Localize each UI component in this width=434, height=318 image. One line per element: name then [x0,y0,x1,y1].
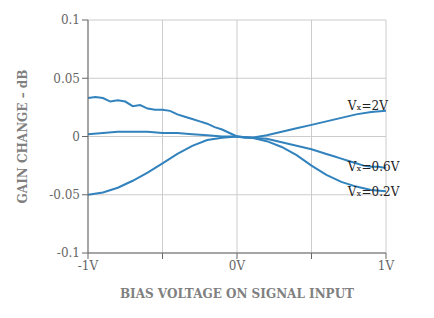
svg-text:-1V: -1V [78,259,99,273]
svg-text:GAIN CHANGE – dB: GAIN CHANGE – dB [16,70,30,204]
svg-text:0.1: 0.1 [61,13,80,27]
svg-text:Vₓ=0.6V: Vₓ=0.6V [347,160,400,174]
svg-text:Vₓ=2V: Vₓ=2V [347,99,388,113]
svg-text:-0.1: -0.1 [57,246,80,260]
svg-text:0V: 0V [229,259,246,273]
svg-text:0.05: 0.05 [53,72,80,86]
svg-text:0: 0 [72,130,80,144]
svg-text:-0.05: -0.05 [49,188,80,202]
svg-text:Vₓ=0.2V: Vₓ=0.2V [347,185,400,199]
svg-text:1V: 1V [378,259,395,273]
svg-text:BIAS VOLTAGE ON SIGNAL INPUT: BIAS VOLTAGE ON SIGNAL INPUT [120,287,354,301]
